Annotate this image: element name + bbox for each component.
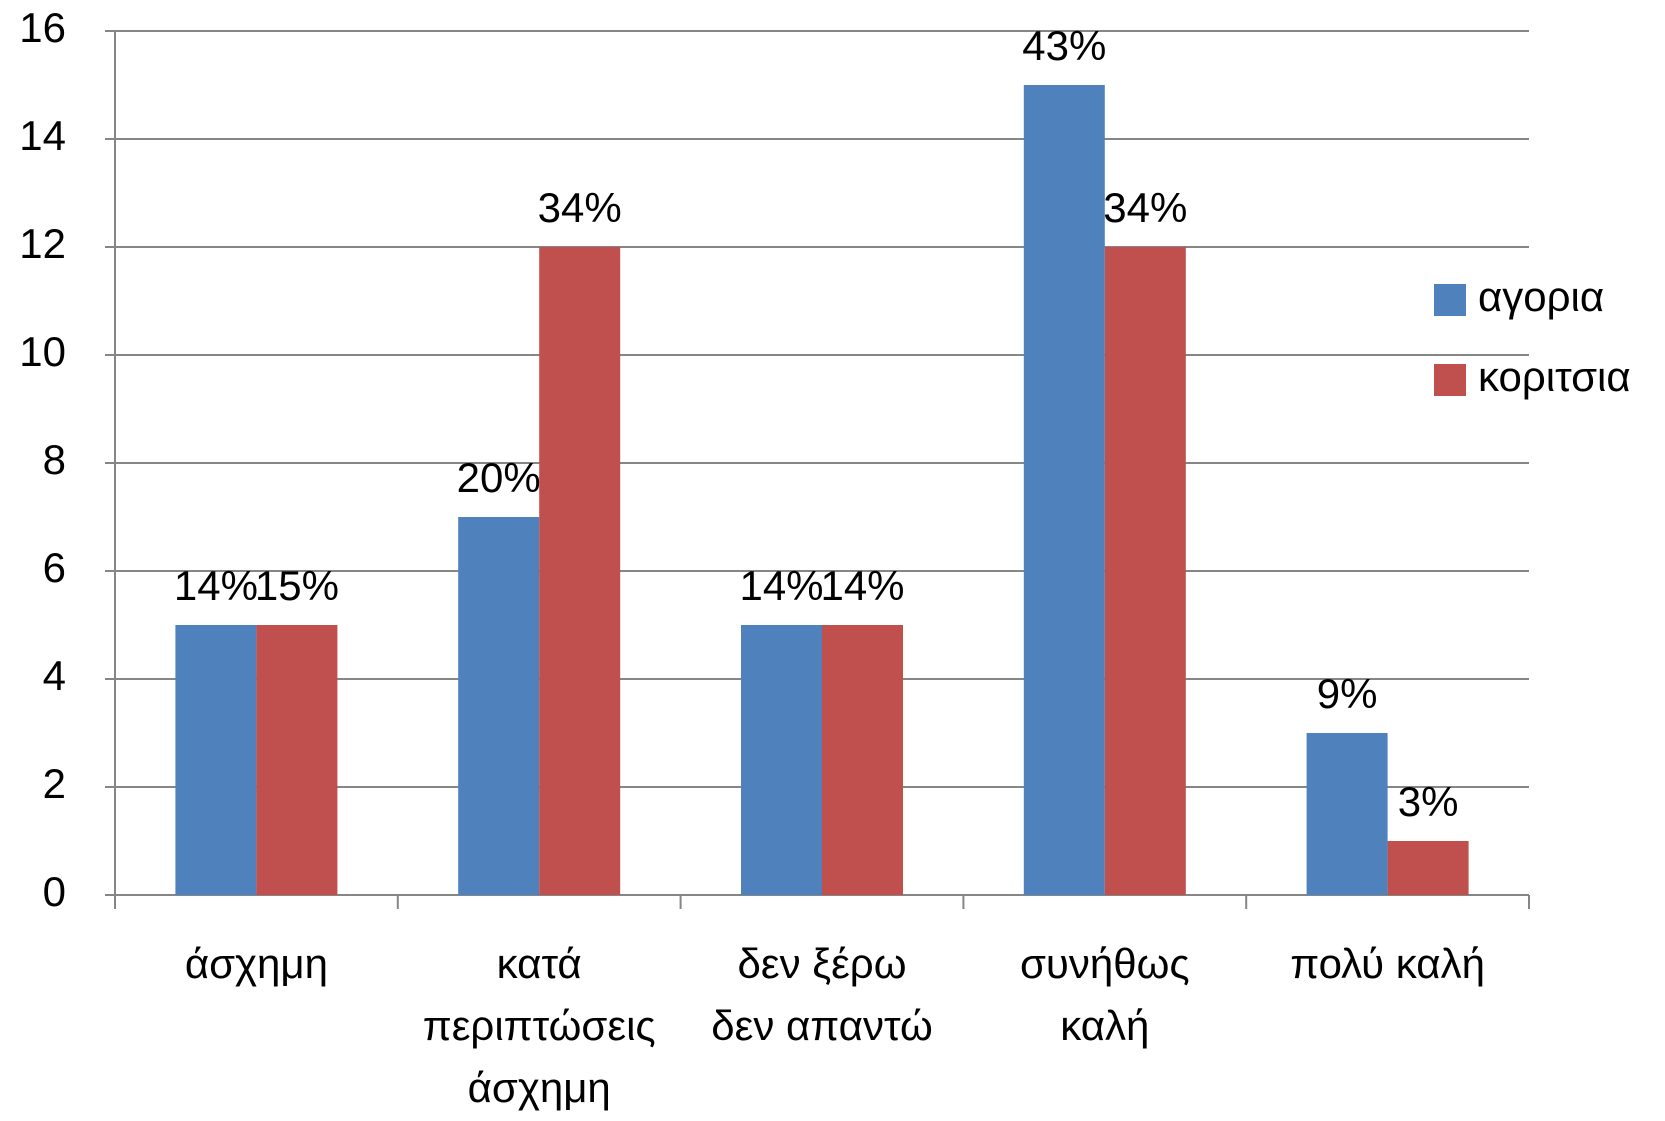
y-tick-label: 10 xyxy=(19,328,66,375)
label-line: άσχημη xyxy=(185,940,328,987)
data-label: 3% xyxy=(1398,778,1459,825)
bar xyxy=(1023,85,1105,895)
y-tick-label: 2 xyxy=(43,760,66,807)
bar xyxy=(458,517,540,895)
x-tick-label: δεν ξέρω δεν απαντώ xyxy=(711,940,933,1049)
label-line: δεν απαντώ xyxy=(711,1002,933,1049)
bar xyxy=(256,625,338,895)
y-tick-label: 4 xyxy=(43,652,66,699)
label-line: κατά xyxy=(497,940,582,987)
y-tick-label: 6 xyxy=(43,544,66,591)
bar xyxy=(1387,841,1469,895)
y-tick-label: 16 xyxy=(19,4,66,51)
y-tick-label: 12 xyxy=(19,220,66,267)
x-tick-label: κατά περιπτώσεις άσχημη xyxy=(423,940,656,1111)
bar xyxy=(822,625,903,895)
x-tick-label: πολύ καλή xyxy=(1290,940,1485,987)
bar xyxy=(175,625,257,895)
bar xyxy=(539,247,621,895)
label-line: δεν ξέρω xyxy=(738,940,907,987)
y-tick-label: 14 xyxy=(19,112,66,159)
legend-label: αγορια xyxy=(1478,273,1604,320)
data-label: 14% xyxy=(174,562,258,609)
legend-label: κοριτσια xyxy=(1478,353,1631,400)
label-line: πολύ καλή xyxy=(1290,940,1485,987)
bar xyxy=(1306,733,1388,895)
label-line: καλή xyxy=(1060,1002,1149,1049)
legend-swatch xyxy=(1434,364,1466,396)
x-tick-label: συνήθως καλή xyxy=(1020,940,1190,1049)
data-label: 34% xyxy=(1103,184,1187,231)
data-label: 14% xyxy=(820,562,904,609)
data-label: 34% xyxy=(538,184,622,231)
label-line: άσχημη xyxy=(468,1064,611,1111)
data-label: 20% xyxy=(457,454,541,501)
legend-swatch xyxy=(1434,284,1466,316)
bar xyxy=(1104,247,1186,895)
y-tick-label: 0 xyxy=(43,868,66,915)
label-line: περιπτώσεις xyxy=(423,1002,656,1049)
label-line: συνήθως xyxy=(1020,940,1190,987)
data-label: 14% xyxy=(739,562,823,609)
data-label: 15% xyxy=(255,562,339,609)
x-tick-label: άσχημη xyxy=(185,940,328,987)
data-label: 43% xyxy=(1022,22,1106,69)
bar xyxy=(741,625,822,895)
data-label: 9% xyxy=(1317,670,1378,717)
y-tick-label: 8 xyxy=(43,436,66,483)
